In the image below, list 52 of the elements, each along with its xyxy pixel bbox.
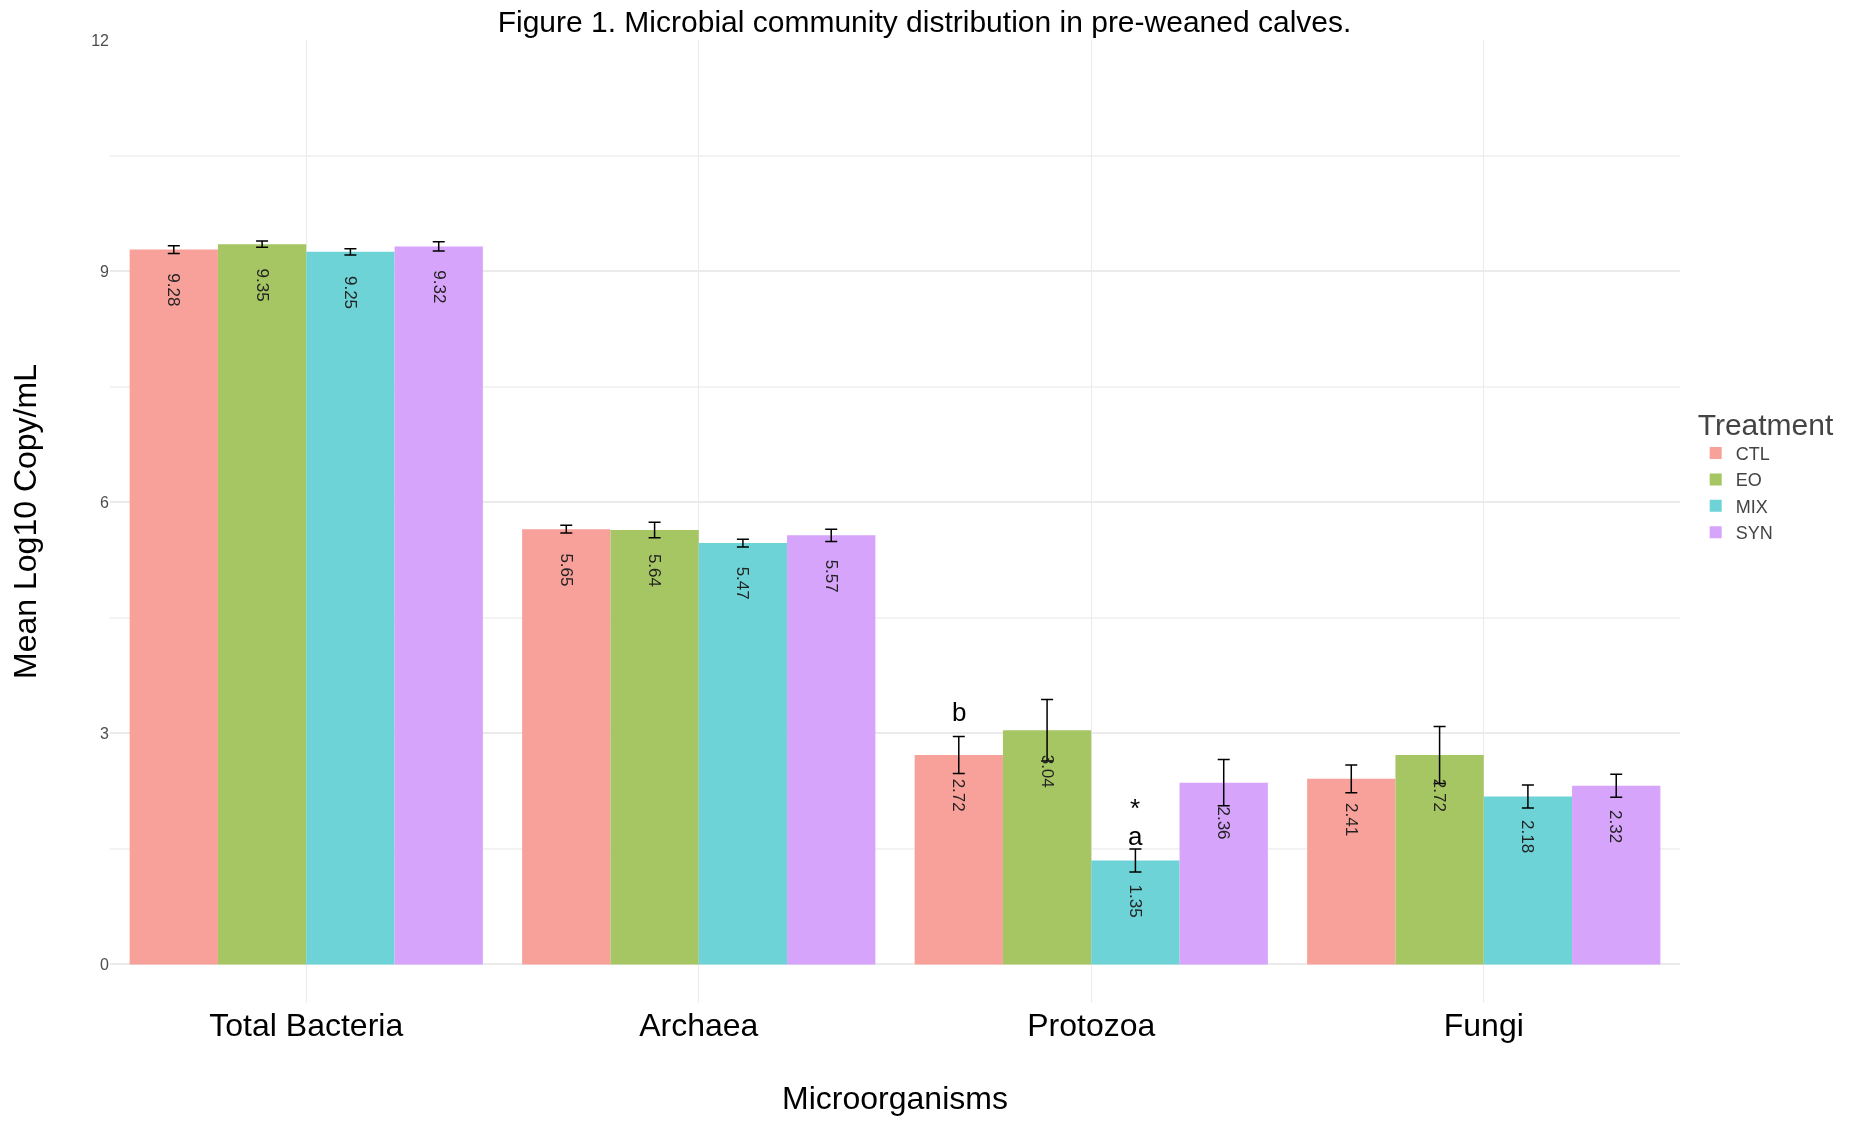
- data-label: 2.72: [1430, 778, 1450, 812]
- bar: [1307, 778, 1396, 965]
- legend-title: Treatment: [1697, 407, 1834, 441]
- data-label: 5.57: [822, 559, 842, 593]
- bar: [394, 246, 483, 965]
- bar: [610, 529, 699, 965]
- legend-label: SYN: [1735, 523, 1773, 544]
- bar: [1483, 796, 1573, 965]
- data-label: 5.47: [733, 566, 753, 600]
- data-label: 2.36: [1213, 806, 1233, 840]
- bar: [1002, 730, 1092, 965]
- legend-label: MIX: [1735, 496, 1768, 517]
- bar: [914, 754, 1003, 965]
- bar: [1572, 785, 1661, 965]
- data-label: 3.04: [1037, 754, 1057, 788]
- bar: [129, 249, 218, 965]
- bar: [1395, 754, 1484, 965]
- y-tick-label: 3: [100, 724, 110, 742]
- data-label: 2.72: [949, 778, 969, 812]
- data-label: 9.28: [163, 273, 183, 307]
- x-tick-label: Protozoa: [1027, 1007, 1156, 1043]
- bar: [698, 543, 788, 965]
- x-tick-label: Archaea: [639, 1007, 759, 1043]
- x-tick-label: Total Bacteria: [209, 1007, 404, 1043]
- annotation: b: [952, 697, 967, 727]
- bar: [217, 244, 307, 965]
- bar: [1091, 860, 1180, 965]
- y-axis-title: Mean Log10 Copy/mL: [7, 364, 43, 679]
- data-label: 5.65: [556, 553, 576, 587]
- y-tick-label: 0: [100, 956, 110, 974]
- bar: [1179, 782, 1268, 965]
- data-label: 9.25: [340, 275, 360, 310]
- legend-label: CTL: [1735, 444, 1770, 465]
- data-label: 2.18: [1517, 820, 1537, 854]
- data-label: 5.64: [645, 553, 665, 587]
- bar: [787, 535, 876, 965]
- bar: [306, 251, 395, 965]
- annotation: *: [1130, 793, 1141, 823]
- y-tick-label: 9: [100, 262, 110, 280]
- data-label: 2.41: [1341, 803, 1361, 837]
- data-label: 9.32: [429, 270, 449, 304]
- chart-title: Figure 1. Microbial community distribution in pre-weaned calves.: [497, 5, 1352, 39]
- data-label: 2.32: [1606, 810, 1626, 844]
- data-label: 9.35: [252, 268, 272, 302]
- bar: [522, 529, 611, 965]
- y-tick-label: 12: [91, 31, 110, 49]
- annotation: a: [1128, 821, 1143, 851]
- data-label: 1.35: [1126, 884, 1146, 918]
- x-tick-label: Fungi: [1443, 1007, 1524, 1043]
- x-axis-title: Microorganisms: [782, 1080, 1008, 1116]
- y-tick-label: 6: [100, 493, 110, 511]
- legend-label: EO: [1735, 470, 1762, 491]
